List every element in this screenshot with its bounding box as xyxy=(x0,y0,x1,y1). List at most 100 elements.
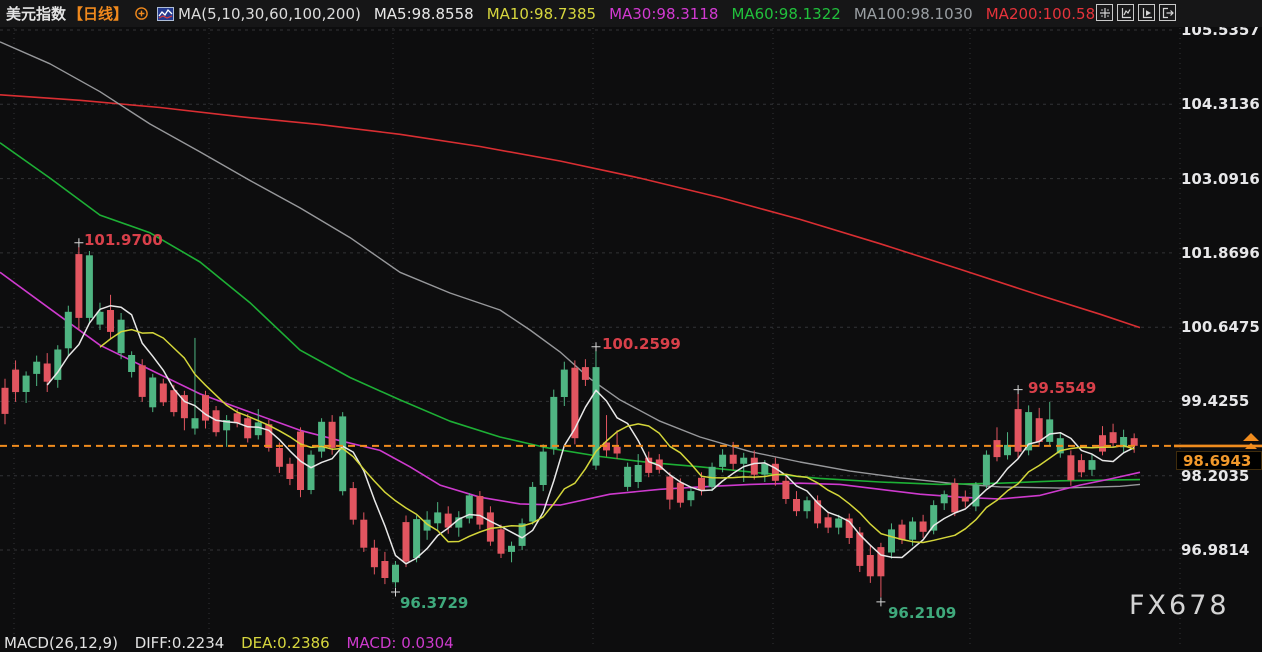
candle-body xyxy=(170,390,178,413)
candle-body xyxy=(12,369,20,393)
ma-config-label: MA(5,10,30,60,100,200) xyxy=(178,4,361,23)
high-price-annotation: 100.2599 xyxy=(602,335,681,353)
candle-body xyxy=(676,482,684,503)
candle-body xyxy=(244,418,252,439)
candle-body xyxy=(318,421,326,452)
crosshair-pan-icon[interactable] xyxy=(1096,4,1113,21)
y-axis-label: 96.9814 xyxy=(1181,541,1250,559)
candle-body xyxy=(1088,460,1096,470)
candle-body xyxy=(571,367,579,439)
candle-body xyxy=(740,457,748,464)
candle-body xyxy=(708,466,716,487)
candle-body xyxy=(392,564,399,583)
candle-body xyxy=(96,311,104,325)
low-price-annotation: 96.2109 xyxy=(888,604,957,622)
ma5-value: MA5:98.8558 xyxy=(373,4,474,23)
candle-body xyxy=(202,395,209,421)
candle-body xyxy=(539,451,547,485)
ma100-value: MA100:98.1030 xyxy=(853,4,973,23)
candle-body xyxy=(518,523,526,546)
candle-body xyxy=(719,454,727,467)
candle-body xyxy=(845,518,853,538)
candle-body xyxy=(866,555,874,577)
candle-body xyxy=(286,463,294,479)
candle-body xyxy=(919,521,927,532)
candle-body xyxy=(43,363,51,382)
candle-body xyxy=(265,424,273,448)
ma200-value: MA200:100.58 xyxy=(985,4,1096,23)
candle-body xyxy=(592,367,600,466)
chart-header: 美元指数 【日线】 MA(5,10,30,60,100,200) MA5:98.… xyxy=(0,0,1262,27)
candle-body xyxy=(529,486,537,522)
candle-body xyxy=(370,547,378,568)
candle-body xyxy=(1035,418,1043,442)
period-label: 【日线】 xyxy=(68,5,129,23)
macd-pane-header: MACD(26,12,9) DIFF:0.2234 DEA:0.2386 MAC… xyxy=(4,634,466,652)
candle-body xyxy=(117,319,125,354)
candle-body xyxy=(486,512,494,542)
extreme-cross-marker xyxy=(74,238,84,248)
candle-body xyxy=(254,422,262,436)
candle-body xyxy=(782,480,790,499)
candle-body xyxy=(550,396,558,449)
y-axis-label: 98.2035 xyxy=(1181,467,1250,485)
candle-body xyxy=(402,522,410,562)
exit-fullscreen-icon[interactable] xyxy=(1159,4,1176,21)
candle-body xyxy=(149,377,157,408)
play-chart-axis-icon[interactable] xyxy=(1138,4,1155,21)
candle-body xyxy=(1099,435,1106,452)
candle-body xyxy=(761,463,769,475)
price-arrow-up-icon xyxy=(1243,433,1259,441)
candle-body xyxy=(909,521,917,540)
extreme-cross-marker xyxy=(1013,385,1023,395)
high-price-annotation: 101.9700 xyxy=(84,231,163,249)
candle-body xyxy=(465,495,473,519)
candle-body xyxy=(434,512,442,524)
ma10-value: MA10:98.7385 xyxy=(486,4,597,23)
candle-body xyxy=(75,254,83,318)
candle-body xyxy=(824,517,832,528)
ma5-line xyxy=(46,304,1135,565)
candle-body xyxy=(930,505,938,531)
line-chart-axis-icon[interactable] xyxy=(1117,4,1134,21)
candle-body xyxy=(1004,444,1011,456)
high-price-annotation: 99.5549 xyxy=(1028,379,1097,397)
add-indicator-icon[interactable] xyxy=(134,6,149,21)
ma200-line xyxy=(0,94,1141,329)
candle-body xyxy=(128,355,136,372)
candle-body xyxy=(212,410,220,433)
candle-body xyxy=(803,500,811,512)
candle-body xyxy=(982,454,990,486)
ma30-value: MA30:98.3118 xyxy=(609,4,719,23)
y-axis-label: 104.3136 xyxy=(1181,95,1260,113)
candle-body xyxy=(64,311,72,349)
candlestick-mini-icon[interactable] xyxy=(157,6,175,21)
candle-body xyxy=(993,440,1001,458)
candle-body xyxy=(655,459,663,470)
macd-config-label: MACD(26,12,9) xyxy=(4,634,118,652)
candle-body xyxy=(1025,412,1033,451)
candle-body xyxy=(22,375,30,392)
low-price-annotation: 96.3729 xyxy=(400,594,469,612)
y-axis-label: 103.0916 xyxy=(1181,170,1260,188)
y-axis-label: 101.8696 xyxy=(1181,244,1260,262)
candle-body xyxy=(951,483,959,513)
macd-dea-value: DEA:0.2386 xyxy=(241,634,330,652)
candle-body xyxy=(339,416,347,492)
macd-diff-value: DIFF:0.2234 xyxy=(134,634,225,652)
candle-body xyxy=(613,446,621,454)
candle-body xyxy=(223,420,231,431)
candle-body xyxy=(750,457,758,475)
candle-body xyxy=(634,465,642,482)
candle-body xyxy=(687,491,695,501)
candle-body xyxy=(940,494,948,504)
candle-body xyxy=(413,519,421,558)
candle-body xyxy=(54,349,62,380)
candle-body xyxy=(1046,419,1054,442)
current-price-badge: 98.6943 xyxy=(1176,451,1262,470)
ma60-value: MA60:98.1322 xyxy=(731,4,841,23)
candle-body xyxy=(814,500,822,524)
candle-body xyxy=(328,421,336,448)
